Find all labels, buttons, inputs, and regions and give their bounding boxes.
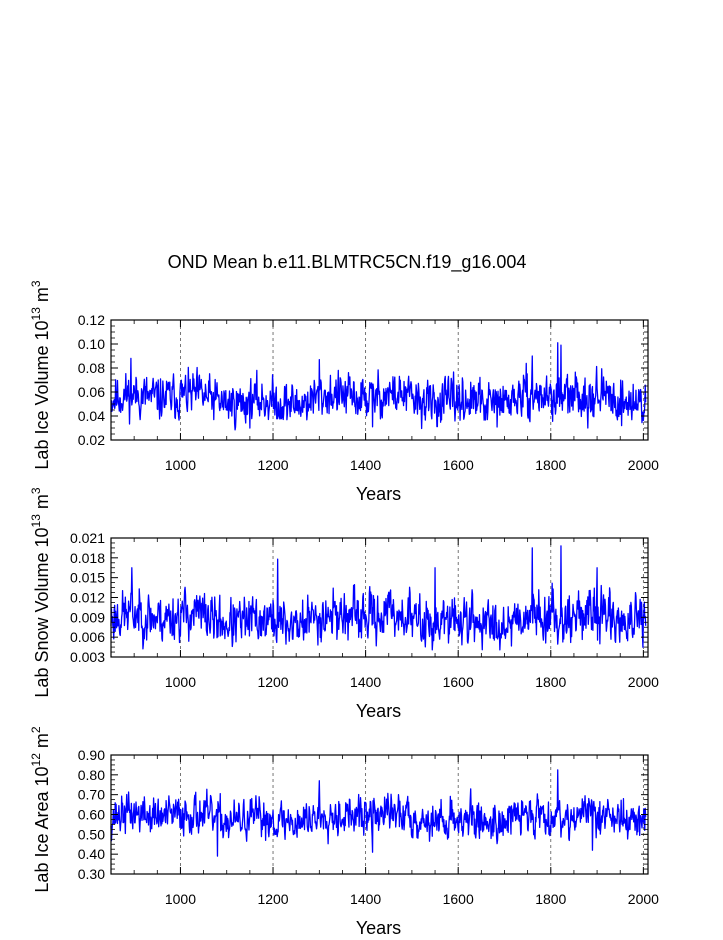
- y-axis-title-exponent: 13: [29, 514, 43, 528]
- x-tick-label: 1400: [350, 457, 381, 473]
- y-axis-title-unit: m: [32, 733, 52, 753]
- y-axis-title-unit: m: [32, 287, 52, 307]
- plot-frame: [110, 537, 649, 658]
- y-axis-title: Lab Ice Volume 1013 m3: [29, 280, 52, 469]
- y-tick-label: 0.30: [78, 866, 105, 882]
- x-axis-title: Years: [356, 918, 401, 935]
- y-axis-title-unit-exponent: 3: [29, 280, 43, 287]
- x-tick-label: 2000: [628, 891, 659, 907]
- y-tick-label: 0.06: [78, 384, 105, 400]
- y-tick-label: 0.50: [78, 826, 105, 842]
- y-tick-label: 0.02: [78, 432, 105, 448]
- y-tick-label: 0.12: [78, 312, 105, 328]
- y-axis-title-exponent: 12: [29, 753, 43, 767]
- x-tick-label: 1800: [535, 457, 566, 473]
- panel-ice-area: 0.30 0.40 0.50 0.60 0.70 0.80 0.90 1000 1200 1400…: [29, 726, 659, 938]
- x-tick-label: 1600: [443, 674, 474, 690]
- y-axis-title-unit-exponent: 3: [29, 487, 43, 494]
- y-tick-label: 0.10: [78, 336, 105, 352]
- x-tick-label: 1200: [257, 674, 288, 690]
- y-tick-label: 0.012: [70, 590, 105, 606]
- x-tick-label: 1600: [443, 891, 474, 907]
- x-tick-label: 1200: [257, 891, 288, 907]
- x-axis-title: Years: [356, 701, 401, 721]
- y-tick-label: 0.60: [78, 807, 105, 823]
- panel-ice-volume: 0.02 0.04 0.06 0.08 0.10 0.12 1000 1200 1400 1600…: [29, 280, 659, 504]
- y-axis-title-unit: m: [32, 494, 52, 514]
- y-tick-label: 0.015: [70, 570, 105, 586]
- y-axis-title-text: Lab Ice Area 10: [32, 766, 52, 892]
- y-axis-title-unit-exponent: 2: [29, 726, 43, 733]
- series-line: [110, 342, 647, 431]
- y-tick-label: 0.04: [78, 408, 105, 424]
- y-axis-title: Lab Snow Volume 1013 m3: [29, 487, 52, 697]
- y-tick-label: 0.006: [70, 629, 105, 645]
- y-tick-label: 0.009: [70, 609, 105, 625]
- y-axis-title: Lab Ice Area 1012 m2: [29, 726, 52, 892]
- x-tick-label: 1400: [350, 891, 381, 907]
- x-tick-label: 1800: [535, 891, 566, 907]
- chart-title: OND Mean b.e11.BLMTRC5CN.f19_g16.004: [168, 252, 527, 273]
- x-tick-label: 2000: [628, 674, 659, 690]
- x-tick-label: 1000: [165, 457, 196, 473]
- x-tick-label: 1400: [350, 674, 381, 690]
- y-tick-label: 0.021: [70, 530, 105, 546]
- x-axis-title: Years: [356, 484, 401, 504]
- y-axis-title-text: Lab Ice Volume 10: [32, 320, 52, 469]
- x-tick-label: 1000: [165, 891, 196, 907]
- y-tick-label: 0.08: [78, 360, 105, 376]
- panel-snow-volume: 0.003 0.006 0.009 0.012 0.015 0.018 0.021 1000 1…: [29, 487, 659, 721]
- y-tick-label: 0.70: [78, 787, 105, 803]
- x-tick-label: 1600: [443, 457, 474, 473]
- y-tick-label: 0.003: [70, 649, 105, 665]
- x-tick-label: 1000: [165, 674, 196, 690]
- y-tick-label: 0.018: [70, 550, 105, 566]
- x-tick-label: 2000: [628, 457, 659, 473]
- y-tick-label: 0.80: [78, 767, 105, 783]
- y-tick-label: 0.90: [78, 747, 105, 763]
- y-tick-label: 0.40: [78, 846, 105, 862]
- x-tick-label: 1800: [535, 674, 566, 690]
- series-line: [110, 769, 647, 857]
- x-tick-label: 1200: [257, 457, 288, 473]
- y-axis-title-text: Lab Snow Volume 10: [32, 527, 52, 697]
- y-axis-title-exponent: 13: [29, 307, 43, 321]
- series-line: [110, 545, 647, 651]
